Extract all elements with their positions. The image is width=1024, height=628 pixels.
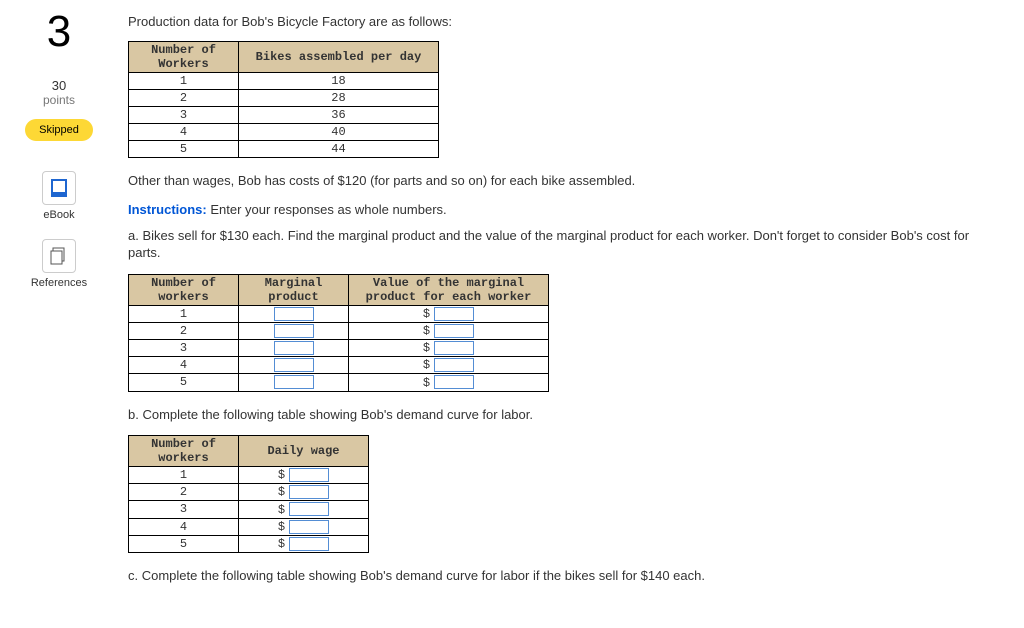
references-label: References [31, 277, 87, 289]
instructions-label: Instructions: [128, 202, 207, 217]
table-row: 3$ [129, 339, 549, 356]
table-header: Bikes assembled per day [239, 42, 439, 73]
table-row: 4$ [129, 357, 549, 374]
mp-input[interactable] [274, 358, 314, 372]
table-row: 1$ [129, 467, 369, 484]
question-number: 3 [47, 10, 71, 54]
part-a-text: a. Bikes sell for $130 each. Find the ma… [128, 227, 1004, 262]
table-row: 4$ [129, 518, 369, 535]
instructions: Instructions: Enter your responses as wh… [128, 202, 1004, 217]
vmp-input[interactable] [434, 375, 474, 389]
demand-curve-table: Number of workers Daily wage 1$ 2$ 3$ 4$… [128, 435, 369, 553]
table-row: 1$ [129, 305, 549, 322]
table-row: 2$ [129, 322, 549, 339]
sidebar: 3 30 points Skipped eBook References [0, 0, 110, 628]
table-header: Number of workers [129, 436, 239, 467]
ebook-label: eBook [43, 209, 74, 221]
main-content: Production data for Bob's Bicycle Factor… [110, 0, 1024, 628]
other-costs-text: Other than wages, Bob has costs of $120 … [128, 172, 1004, 190]
vmp-input[interactable] [434, 307, 474, 321]
ebook-button[interactable]: eBook [42, 171, 76, 221]
references-icon [42, 239, 76, 273]
table-row: 2$ [129, 484, 369, 501]
mp-input[interactable] [274, 324, 314, 338]
instructions-text: Enter your responses as whole numbers. [207, 202, 447, 217]
part-c-text: c. Complete the following table showing … [128, 567, 1004, 585]
references-button[interactable]: References [31, 239, 87, 289]
vmp-input[interactable] [434, 358, 474, 372]
wage-input[interactable] [289, 537, 329, 551]
part-b-text: b. Complete the following table showing … [128, 406, 1004, 424]
table-row: 3$ [129, 501, 369, 518]
table-header: Number of workers [129, 274, 239, 305]
table-row: 5$ [129, 374, 549, 391]
table-row: 228 [129, 90, 439, 107]
vmp-input[interactable] [434, 324, 474, 338]
table-row: 336 [129, 107, 439, 124]
mp-input[interactable] [274, 307, 314, 321]
marginal-product-table: Number of workers Marginal product Value… [128, 274, 549, 392]
table-header: Value of the marginal product for each w… [349, 274, 549, 305]
wage-input[interactable] [289, 502, 329, 516]
table-row: 440 [129, 124, 439, 141]
wage-input[interactable] [289, 520, 329, 534]
production-table: Number of Workers Bikes assembled per da… [128, 41, 439, 158]
table-row: 544 [129, 141, 439, 158]
table-header: Marginal product [239, 274, 349, 305]
table-header: Daily wage [239, 436, 369, 467]
wage-input[interactable] [289, 468, 329, 482]
table-row: 118 [129, 73, 439, 90]
mp-input[interactable] [274, 341, 314, 355]
skipped-badge: Skipped [25, 119, 93, 141]
intro-text: Production data for Bob's Bicycle Factor… [128, 14, 1004, 29]
wage-input[interactable] [289, 485, 329, 499]
points-label: points [43, 93, 75, 107]
points-value: 30 [52, 78, 66, 93]
mp-input[interactable] [274, 375, 314, 389]
table-header: Number of Workers [129, 42, 239, 73]
table-row: 5$ [129, 535, 369, 552]
vmp-input[interactable] [434, 341, 474, 355]
ebook-icon [42, 171, 76, 205]
